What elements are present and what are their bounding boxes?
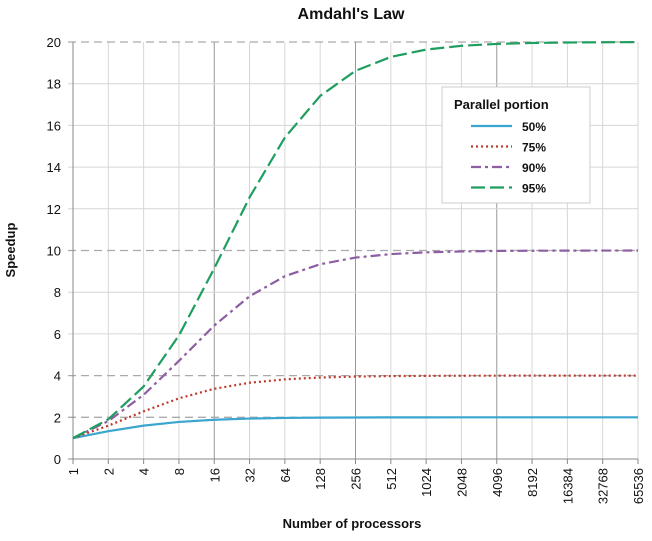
chart-title: Amdahl's Law [298,6,405,23]
x-tick-label: 16384 [560,468,575,504]
series-line-50pct [72,416,638,440]
legend-title: Parallel portion [454,97,549,112]
x-tick-label: 1024 [419,468,434,497]
axes: 1 2 4 8 16 32 64 128 256 512 1024 2048 4096 8192 16384… [47,35,646,504]
y-tick-label: 8 [54,285,61,300]
x-tick-label: 4096 [490,468,505,497]
series-line-75pct [72,374,638,440]
legend: Parallel portion 50% 75% 90% 95% [441,86,591,204]
x-tick-label: 64 [278,468,293,482]
y-tick-label: 12 [47,202,61,217]
x-tick-label: 16 [207,468,222,482]
series-line-90pct [72,249,639,440]
legend-label: 90% [522,161,546,175]
y-axis-label: Speedup [3,222,18,277]
y-tick-label: 10 [47,244,61,259]
y-tick-label: 2 [54,410,61,425]
legend-label: 75% [522,141,546,155]
x-tick-label: 512 [384,468,399,490]
x-tick-label: 128 [313,468,328,490]
y-tick-label: 20 [47,35,61,50]
x-tick-label: 65536 [631,468,646,504]
legend-box [441,86,591,204]
x-tick-label: 2048 [454,468,469,497]
x-tick-label: 256 [349,468,364,490]
x-tick-label: 32768 [596,468,611,504]
legend-label: 50% [522,120,546,134]
x-axis-label: Number of processors [283,516,422,531]
y-tick-label: 16 [47,118,61,133]
series-group [72,41,639,440]
x-tick-label: 1 [66,468,81,475]
x-tick-label: 8192 [525,468,540,497]
x-tick-label: 32 [243,468,258,482]
x-tick-label: 8 [172,468,187,475]
x-tick-label: 4 [137,468,152,475]
y-tick-label: 6 [54,327,61,342]
x-tick-label: 2 [101,468,116,475]
y-tick-label: 0 [54,452,61,467]
legend-label: 95% [522,182,546,196]
y-tick-label: 14 [47,160,61,175]
y-tick-label: 18 [47,77,61,92]
y-tick-label: 4 [54,369,61,384]
